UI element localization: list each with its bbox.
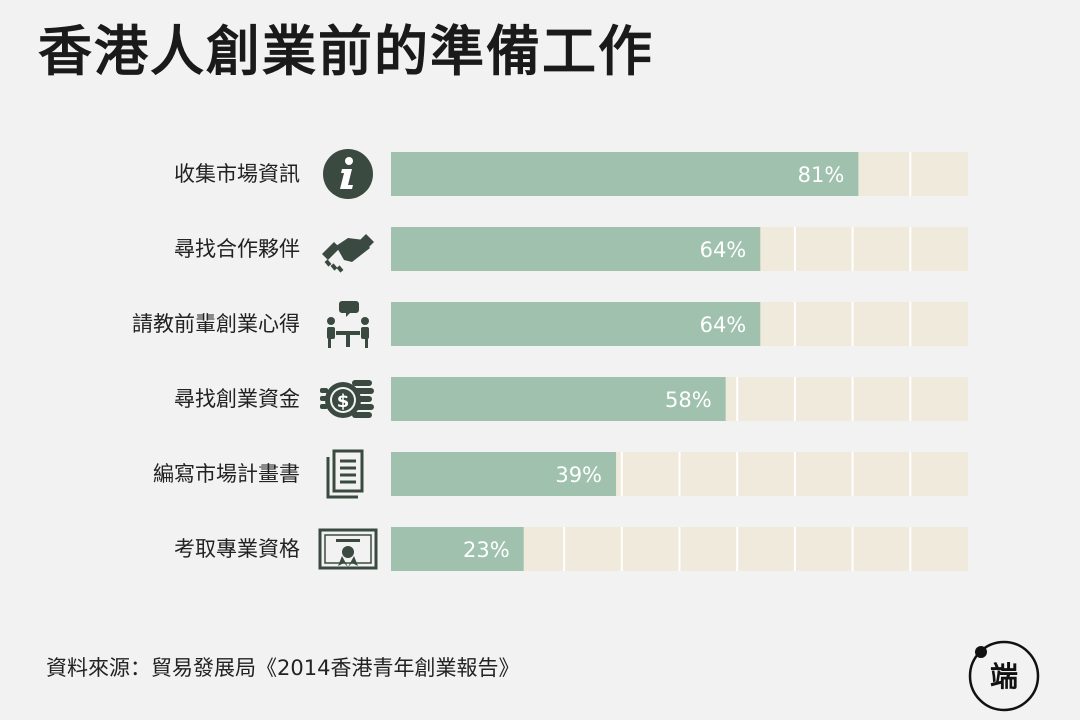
bar bbox=[391, 452, 617, 496]
bar-value-label: 23% bbox=[463, 538, 510, 562]
bar bbox=[391, 377, 726, 421]
bar-row: 58% bbox=[391, 377, 968, 421]
category-label: 收集市場資訊 bbox=[174, 162, 300, 186]
category-label: 尋找創業資金 bbox=[174, 387, 300, 411]
bar-row: 23% bbox=[391, 527, 968, 571]
bar bbox=[391, 302, 761, 346]
bar-value-label: 81% bbox=[798, 163, 845, 187]
bar-value-label: 58% bbox=[665, 388, 712, 412]
bar-value-label: 64% bbox=[700, 313, 747, 337]
bar-row: 39% bbox=[391, 452, 968, 496]
category-label: 尋找合作夥伴 bbox=[174, 237, 300, 261]
bar-row: 81% bbox=[391, 152, 968, 196]
source-note: 資料來源：貿易發展局《2014香港青年創業報告》 bbox=[46, 656, 520, 680]
bar bbox=[391, 527, 524, 571]
logo-text: 端 bbox=[990, 660, 1018, 693]
mentor-meeting-icon bbox=[327, 301, 369, 348]
category-label: 編寫市場計畫書 bbox=[153, 462, 300, 486]
handshake-icon bbox=[322, 234, 374, 273]
info-icon bbox=[323, 149, 373, 199]
document-icon bbox=[326, 449, 364, 499]
bar-chart: 81% 64% 64% 58% 39% 23% bbox=[391, 152, 968, 571]
initium-media-logo: 端 bbox=[968, 640, 1040, 712]
bar-row: 64% bbox=[391, 302, 968, 346]
bar bbox=[391, 227, 761, 271]
bar-value-label: 39% bbox=[555, 463, 602, 487]
category-label: 考取專業資格 bbox=[174, 537, 300, 561]
certificate-icon bbox=[318, 528, 378, 570]
svg-text:$: $ bbox=[337, 391, 350, 412]
coins-dollar-icon: $ bbox=[320, 380, 374, 418]
category-label: 請教前輩創業心得 bbox=[132, 312, 300, 336]
bar bbox=[391, 152, 859, 196]
bar-row: 64% bbox=[391, 227, 968, 271]
bar-value-label: 64% bbox=[700, 238, 747, 262]
chart-title: 香港人創業前的準備工作 bbox=[38, 20, 654, 83]
